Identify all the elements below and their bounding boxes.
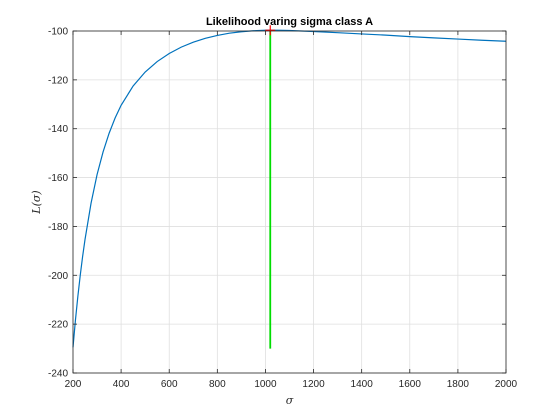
x-tick-label: 1200: [302, 379, 325, 390]
y-tick-label: -100: [48, 27, 68, 38]
max-likelihood-marker: [265, 25, 276, 36]
x-tick-label: 600: [161, 379, 178, 390]
x-tick-label: 200: [65, 379, 82, 390]
y-tick-label: -120: [48, 75, 68, 86]
x-tick-label: 1400: [351, 379, 374, 390]
axis-ticks: 200 400 600 800 1000 1200 1400 1600 1800 2000 -240…: [48, 27, 518, 391]
y-tick-label: -160: [48, 173, 68, 184]
series-layer: [72, 25, 507, 349]
y-tick-label: -240: [48, 369, 68, 380]
y-tick-label: -200: [48, 271, 68, 282]
x-tick-label: 1600: [399, 379, 422, 390]
x-tick-label: 800: [209, 379, 226, 390]
y-axis-label: L(σ): [30, 190, 43, 214]
plot-frame: [72, 30, 507, 374]
chart-title: Likelihood varing sigma class A: [206, 16, 373, 28]
plot-area: [73, 31, 506, 373]
x-tick-label: 1000: [254, 379, 277, 390]
likelihood-curve: [72, 29, 507, 348]
x-axis-label: σ: [286, 394, 294, 407]
x-tick-label: 400: [113, 379, 130, 390]
y-tick-label: -140: [48, 124, 68, 135]
x-tick-label: 2000: [495, 379, 518, 390]
x-tick-label: 1800: [447, 379, 470, 390]
y-tick-label: -180: [48, 222, 68, 233]
y-tick-label: -220: [48, 320, 68, 331]
